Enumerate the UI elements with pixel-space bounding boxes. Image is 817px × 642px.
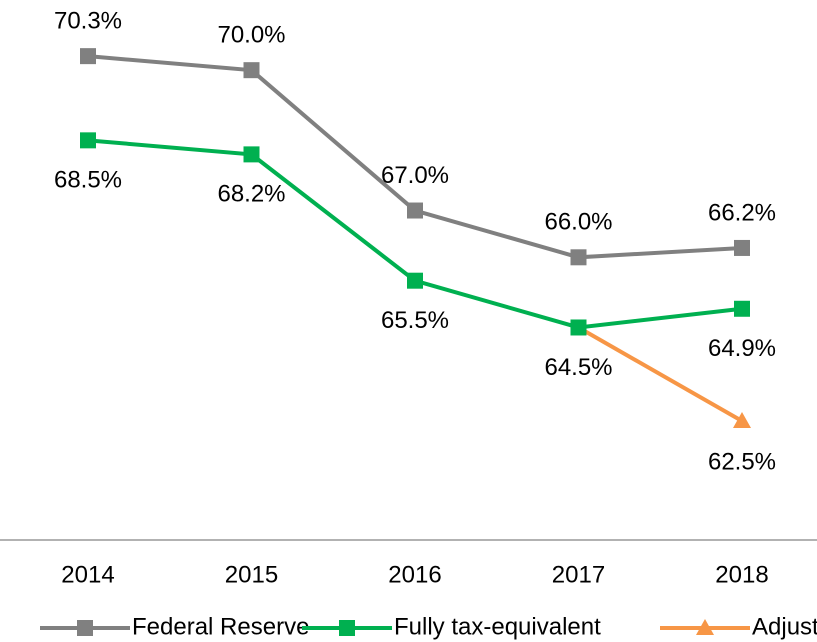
marker	[734, 300, 750, 317]
legend-marker	[77, 620, 93, 636]
x-tick-label: 2018	[715, 561, 768, 588]
data-label: 66.2%	[708, 199, 776, 226]
marker	[243, 62, 260, 79]
marker	[734, 239, 750, 256]
data-label: 68.5%	[54, 167, 122, 194]
marker	[570, 249, 587, 266]
marker	[407, 202, 423, 219]
x-tick-label: 2016	[388, 561, 441, 588]
legend-label: Fully tax-equivalent	[394, 613, 601, 640]
legend-marker	[696, 619, 714, 635]
marker	[243, 146, 260, 163]
marker	[407, 272, 423, 289]
data-label: 64.9%	[708, 335, 776, 362]
x-tick-label: 2015	[225, 561, 278, 588]
data-label: 66.0%	[544, 209, 612, 236]
marker	[80, 48, 96, 65]
data-label: 62.5%	[708, 448, 776, 475]
data-label: 65.5%	[381, 307, 449, 334]
legend-label: Federal Reserve	[132, 613, 309, 640]
marker	[570, 319, 587, 336]
series-line	[577, 325, 743, 423]
data-label: 70.3%	[54, 7, 122, 34]
x-tick-label: 2014	[61, 561, 114, 588]
data-label: 68.2%	[217, 181, 285, 208]
marker	[80, 132, 96, 149]
data-label: 64.5%	[544, 354, 612, 381]
x-tick-label: 2017	[552, 561, 605, 588]
data-label: 70.0%	[217, 22, 285, 49]
marker	[733, 412, 751, 429]
legend-marker	[339, 620, 355, 636]
data-label: 67.0%	[381, 162, 449, 189]
series-line	[87, 54, 743, 260]
legend-label: Adjusted	[752, 613, 817, 640]
